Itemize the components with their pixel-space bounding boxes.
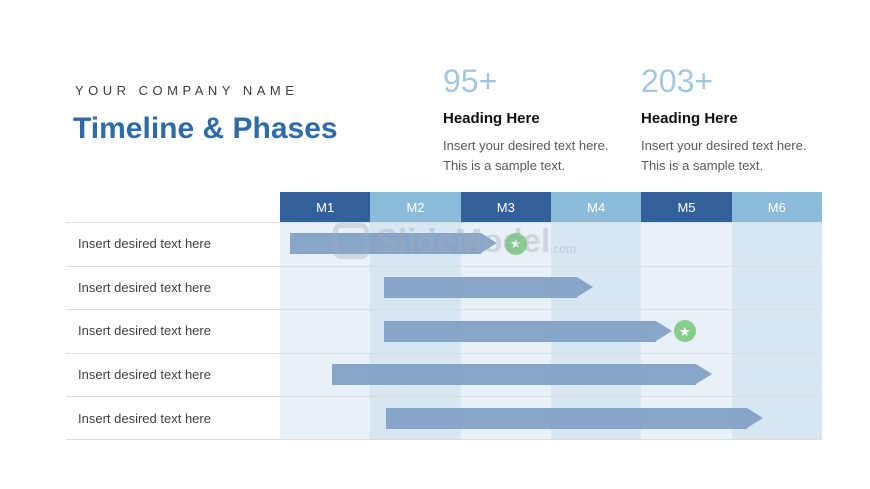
gantt-column-header: M4: [550, 192, 642, 222]
gantt-row-label: Insert desired text here: [66, 265, 280, 310]
stat-heading: Heading Here: [641, 110, 738, 127]
gantt-column-header: M5: [641, 192, 732, 222]
gantt-column-header: M2: [370, 192, 461, 222]
row-divider: [66, 439, 822, 440]
gantt-body: ★ ★: [280, 222, 822, 440]
gantt-bar-arrow-tip: [747, 407, 764, 428]
gantt-column-stripe: [280, 222, 371, 440]
gantt-column-stripe: [731, 222, 822, 440]
gantt-bar-arrow-tip: [656, 320, 673, 341]
gantt-column-header: M3: [460, 192, 551, 222]
gantt-row-label: Insert desired text here: [66, 396, 280, 440]
gantt-row-label: Insert desired text here: [66, 352, 280, 397]
gantt-column-header: M1: [280, 192, 371, 222]
gantt-bar: [383, 320, 673, 342]
row-divider: [66, 352, 822, 354]
gantt-row-label: Insert desired text here: [66, 222, 280, 266]
row-divider: [66, 222, 822, 223]
gantt-bar-arrow-tip: [576, 276, 593, 297]
gantt-header-row: M1 M2 M3 M4 M5 M6: [280, 192, 822, 222]
stat-text: Insert your desired text here. This is a…: [443, 138, 609, 173]
milestone-star-icon: ★: [504, 232, 527, 255]
gantt-chart: M1 M2 M3 M4 M5 M6 Insert desired text he…: [66, 192, 822, 440]
page-title: Timeline & Phases: [73, 112, 338, 145]
gantt-row-label: Insert desired text here: [66, 309, 280, 353]
row-divider: [66, 265, 822, 267]
row-divider: [66, 396, 822, 398]
row-divider: [66, 309, 822, 311]
gantt-bar: [289, 233, 497, 255]
gantt-bar: [332, 364, 712, 386]
stat-block-1: 95+ Heading Here Insert your desired tex…: [443, 62, 631, 176]
gantt-column-header: M6: [731, 192, 822, 222]
milestone-star-icon: ★: [673, 320, 696, 342]
gantt-bar: [385, 407, 764, 429]
stat-block-2: 203+ Heading Here Insert your desired te…: [641, 62, 829, 176]
gantt-bar-arrow-tip: [695, 364, 712, 385]
stat-text: Insert your desired text here. This is a…: [641, 138, 807, 173]
stat-value: 95+: [443, 63, 498, 99]
stat-value: 203+: [641, 63, 714, 99]
gantt-bar-arrow-tip: [480, 233, 497, 254]
stat-heading: Heading Here: [443, 110, 540, 127]
company-name: YOUR COMPANY NAME: [75, 83, 299, 98]
gantt-bar: [383, 276, 593, 298]
